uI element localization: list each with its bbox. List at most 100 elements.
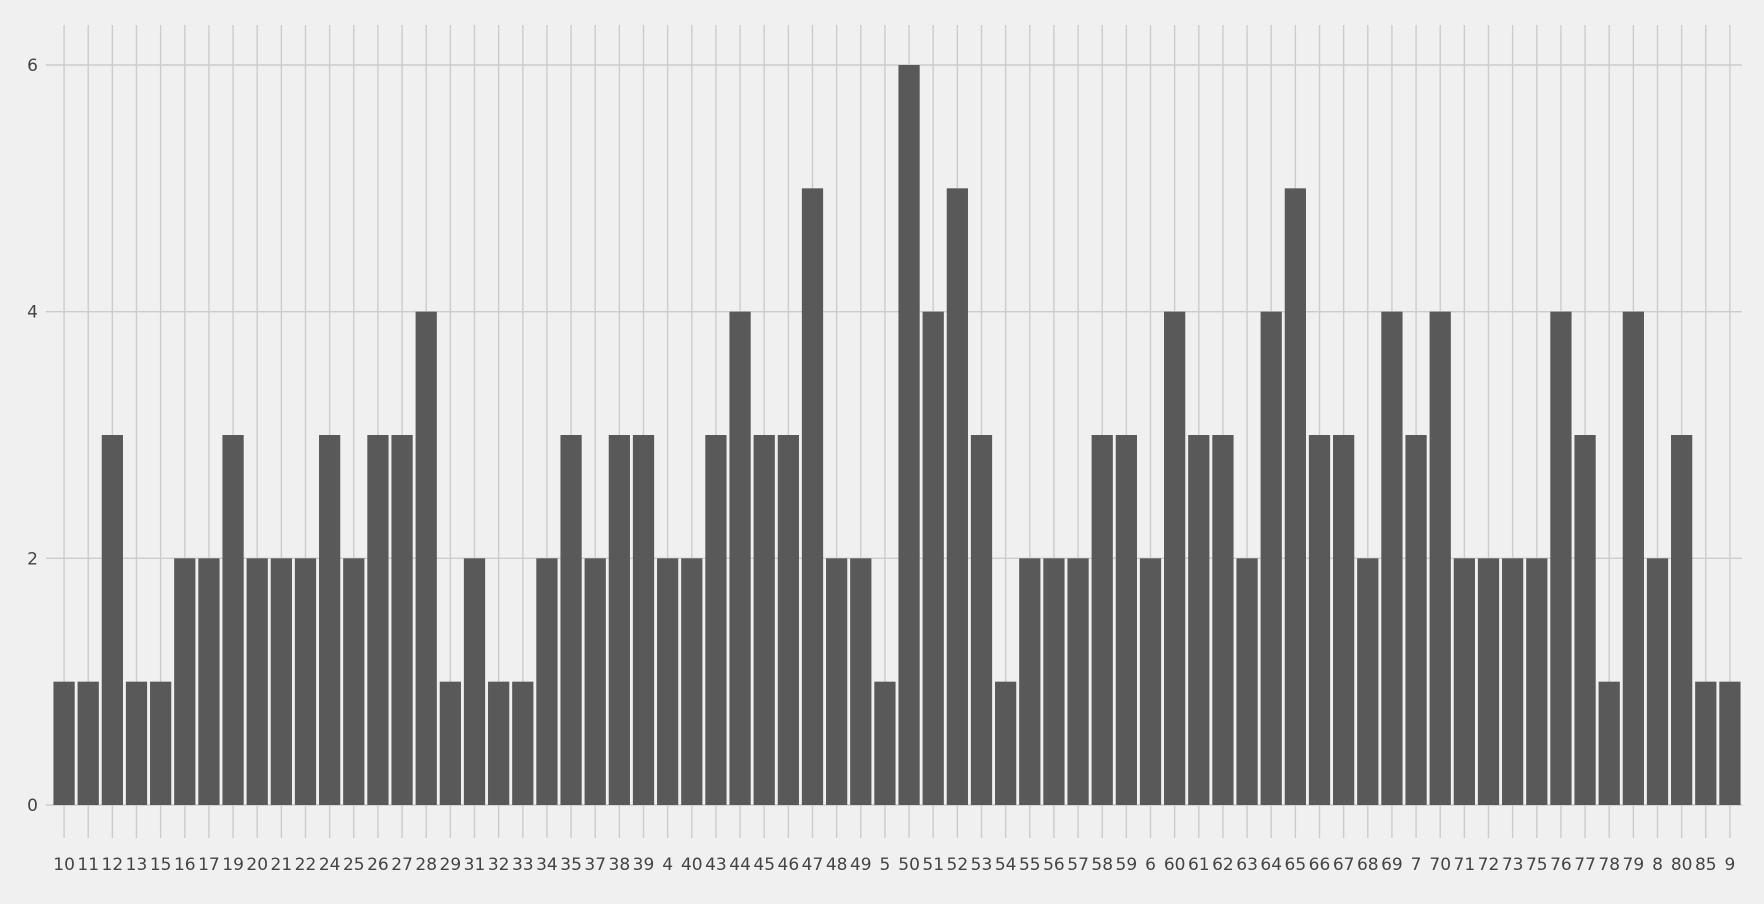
bar — [1139, 558, 1162, 805]
y-tick-label: 4 — [27, 303, 38, 323]
bar — [439, 681, 461, 805]
x-tick-label: 61 — [1188, 855, 1210, 875]
x-tick-label: 46 — [778, 855, 800, 875]
x-tick-label: 19 — [222, 855, 244, 875]
x-tick-label: 67 — [1333, 855, 1355, 875]
bar — [753, 435, 775, 805]
x-tick-label: 58 — [1091, 855, 1113, 875]
y-tick-label: 6 — [27, 56, 38, 76]
x-tick-label: 66 — [1309, 855, 1331, 875]
bar — [294, 558, 317, 805]
bar — [632, 435, 655, 805]
bar — [536, 558, 558, 805]
bar — [1164, 311, 1186, 805]
bar — [922, 311, 944, 805]
x-tick-label: 43 — [705, 855, 727, 875]
x-tick-label: 75 — [1526, 855, 1548, 875]
x-tick-label: 45 — [753, 855, 775, 875]
x-tick-label: 11 — [77, 855, 99, 875]
x-tick-label: 71 — [1454, 855, 1476, 875]
bar — [584, 558, 606, 805]
x-tick-label: 52 — [947, 855, 969, 875]
bar — [801, 188, 824, 806]
x-tick-label: 64 — [1260, 855, 1282, 875]
x-tick-label: 33 — [512, 855, 534, 875]
x-tick-label: 80 — [1671, 855, 1693, 875]
x-tick-label: 37 — [584, 855, 606, 875]
bar — [198, 558, 220, 805]
bar — [946, 188, 968, 806]
x-tick-label: 31 — [464, 855, 486, 875]
x-tick-label: 53 — [971, 855, 993, 875]
x-tick-label: 73 — [1502, 855, 1524, 875]
x-tick-label: 29 — [440, 855, 462, 875]
x-tick-label: 62 — [1212, 855, 1234, 875]
bar — [343, 558, 365, 805]
x-tick-label: 65 — [1285, 855, 1307, 875]
bar — [270, 558, 292, 805]
x-tick-label: 10 — [53, 855, 75, 875]
bar-layer — [53, 65, 1741, 806]
bar — [1067, 558, 1089, 805]
bar — [1405, 435, 1427, 805]
x-tick-label: 27 — [391, 855, 413, 875]
x-tick-label: 63 — [1236, 855, 1258, 875]
bar — [1695, 681, 1717, 805]
x-tick-label: 25 — [343, 855, 365, 875]
bar — [705, 435, 727, 805]
y-tick-label: 2 — [27, 549, 38, 569]
x-tick-label: 68 — [1357, 855, 1379, 875]
bar — [681, 558, 703, 805]
x-tick-label: 48 — [826, 855, 848, 875]
x-tick-label: 38 — [609, 855, 631, 875]
bar — [1260, 311, 1282, 805]
x-tick-label: 5 — [880, 855, 891, 875]
x-tick-label: 55 — [1019, 855, 1041, 875]
x-tick-label: 26 — [367, 855, 389, 875]
x-tick-label: 16 — [174, 855, 196, 875]
x-tick-label: 20 — [246, 855, 268, 875]
x-tick-label: 24 — [319, 855, 341, 875]
bar — [729, 311, 751, 805]
x-tick-label: 72 — [1478, 855, 1500, 875]
bar — [1333, 435, 1355, 805]
x-tick-label: 51 — [922, 855, 944, 875]
x-tick-label: 79 — [1623, 855, 1645, 875]
x-tick-label: 50 — [898, 855, 920, 875]
x-tick-label: 57 — [1067, 855, 1089, 875]
bar — [391, 435, 413, 805]
x-tick-label: 59 — [1116, 855, 1138, 875]
bar — [463, 558, 486, 805]
bar — [1019, 558, 1041, 805]
x-tick-label: 77 — [1574, 855, 1596, 875]
bar — [1622, 311, 1644, 805]
bar — [1357, 558, 1379, 805]
bar — [1646, 558, 1669, 805]
y-axis-ticks: 0 2 4 6 — [27, 56, 38, 816]
x-tick-label: 56 — [1043, 855, 1065, 875]
x-tick-label: 40 — [681, 855, 703, 875]
bar — [850, 558, 872, 805]
bar — [222, 435, 244, 805]
bar — [1550, 311, 1572, 805]
bar — [246, 558, 268, 805]
bar — [874, 681, 896, 805]
bar — [826, 558, 848, 805]
bar — [1526, 558, 1548, 805]
x-tick-label: 47 — [802, 855, 824, 875]
bar — [1115, 435, 1137, 805]
x-tick-label: 78 — [1598, 855, 1620, 875]
bar — [367, 435, 389, 805]
x-tick-label: 7 — [1411, 855, 1422, 875]
bar — [608, 435, 630, 805]
bar — [1574, 435, 1596, 805]
bar — [415, 311, 437, 805]
x-tick-label: 17 — [198, 855, 220, 875]
x-tick-label: 15 — [150, 855, 172, 875]
x-tick-label: 9 — [1725, 855, 1736, 875]
bar — [970, 435, 993, 805]
x-tick-label: 69 — [1381, 855, 1403, 875]
x-tick-label: 60 — [1164, 855, 1186, 875]
x-tick-label: 85 — [1695, 855, 1717, 875]
bar — [1091, 435, 1113, 805]
